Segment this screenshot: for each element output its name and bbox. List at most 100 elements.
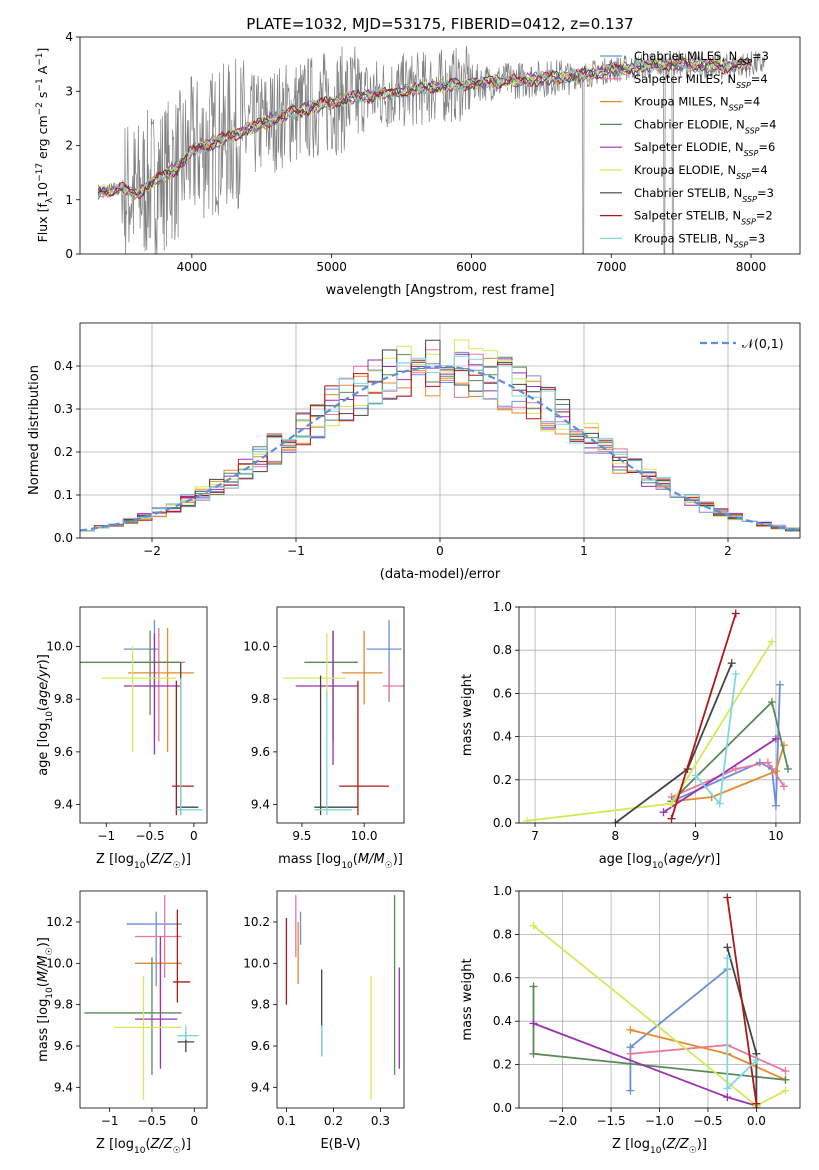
spectrum-panel-marks <box>97 45 766 254</box>
errorbar-salpeter-miles <box>132 628 186 742</box>
weight-vs-metallicity-panel-marks <box>529 893 790 1108</box>
residual-panel-frame <box>79 322 801 539</box>
y-tick-label: 0.4 <box>54 359 73 373</box>
errorbar-kroupa-stelib <box>314 691 352 816</box>
x-tick-label: −1 <box>287 544 305 558</box>
x-tick-label: 0.2 <box>324 1114 343 1128</box>
weight-series-salpeter-elodie <box>659 734 780 817</box>
x-tick-label: 6000 <box>456 260 487 274</box>
x-tick-label: −2 <box>143 544 161 558</box>
y-tick-label: 0.2 <box>54 445 73 459</box>
mass-vs-metallicity-panel-ylabel: mass [log10(M/M☉)] <box>36 937 55 1062</box>
y-tick-label: 0.6 <box>493 971 512 985</box>
y-tick-label: 9.8 <box>54 692 73 706</box>
x-tick-label: 0 <box>190 829 198 843</box>
errorbar-chabrier-stelib <box>314 675 358 816</box>
age-vs-metallicity-panel-xlabel: Z [log10(Z/Z☉)] <box>96 852 191 871</box>
weight-vs-age-panel-ylabel: mass weight <box>460 674 475 756</box>
x-tick-label: 4000 <box>177 260 208 274</box>
x-tick-label: 5000 <box>316 260 347 274</box>
y-tick-label: 0.8 <box>493 643 512 657</box>
mass-vs-metallicity-panel-frame <box>79 890 208 1109</box>
y-tick-label: 9.4 <box>54 1080 73 1094</box>
weight-series-chabrier-miles <box>626 965 732 1095</box>
errorbar-kroupa-elodie <box>101 646 177 752</box>
legend-entry-chabrier-stelib: Chabrier STELIB, NSSP=3 <box>634 186 774 204</box>
x-tick-label: −0.5 <box>135 829 164 843</box>
age-vs-mass-panel: 9.5 10.0 9.4 9.6 9.8 10.0 mass [log10(M/M☉)] <box>243 606 405 871</box>
y-tick-label: 9.6 <box>54 745 73 759</box>
legend-entry-salpeter-stelib: Salpeter STELIB, NSSP=2 <box>634 209 773 227</box>
mass-vs-extinction-panel-xlabel: E(B-V) <box>320 1137 360 1152</box>
x-tick-label: 0.1 <box>277 1114 296 1128</box>
legend-entry-kroupa-stelib: Kroupa STELIB, NSSP=3 <box>634 231 765 249</box>
x-tick-label: 7000 <box>596 260 627 274</box>
legend-entry-kroupa-miles: Kroupa MILES, NSSP=4 <box>634 95 760 113</box>
mass-vs-extinction-panel-marks <box>285 895 400 1100</box>
legend-entry-chabrier-miles: Chabrier MILES, NSSP=3 <box>634 49 769 67</box>
y-tick-label: 3 <box>65 84 73 98</box>
age-vs-mass-panel-frame <box>276 606 405 824</box>
age-vs-metallicity-panel-marks <box>80 620 203 816</box>
weight-series-kroupa-stelib <box>723 954 761 1093</box>
age-vs-mass-panel-marks <box>283 620 404 816</box>
errorbar-salpeter-elodie <box>135 936 178 1069</box>
mass-vs-metallicity-panel-xlabel: Z [log10(Z/Z☉)] <box>96 1137 191 1156</box>
y-tick-label: 9.8 <box>251 692 270 706</box>
y-tick-label: 9.4 <box>54 798 73 812</box>
x-tick-label: 8 <box>612 829 620 843</box>
model-spectrum-salpeter-elodie <box>97 56 751 197</box>
x-tick-label: 10 <box>768 829 783 843</box>
spectrum-panel-frame <box>79 36 801 255</box>
y-tick-label: 1 <box>65 193 73 207</box>
y-tick-label: 0.0 <box>54 531 73 545</box>
spectrum-xlabel: wavelength [Angstrom, rest frame] <box>326 283 555 298</box>
errorbar-kroupa-elodie <box>113 975 182 1100</box>
x-tick-label: 8000 <box>736 260 767 274</box>
y-tick-label: 1.0 <box>493 884 512 898</box>
age-vs-metallicity-panel-frame <box>79 606 208 824</box>
weight-vs-metallicity-panel-ylabel: mass weight <box>460 958 475 1040</box>
x-tick-label: 0.3 <box>371 1114 390 1128</box>
y-tick-label: 0 <box>65 247 73 261</box>
residual-panel: −2 −1 0 1 2 0.0 0.1 0.2 0.3 0.4 𝒩(0,1) (data-model)… <box>27 322 801 582</box>
weight-vs-age-panel-marks <box>523 609 792 823</box>
errorbar-chabrier-miles <box>123 620 159 742</box>
legend-entry-salpeter-miles: Salpeter MILES, NSSP=4 <box>634 72 768 90</box>
x-tick-label: 0 <box>436 544 444 558</box>
errorbar-salpeter-miles <box>382 664 404 700</box>
mass-vs-metallicity-panel-marks <box>84 895 199 1100</box>
errorbar-chabrier-miles <box>366 620 402 702</box>
errorbar-kroupa-stelib <box>176 678 203 816</box>
y-tick-label: 10.0 <box>243 640 270 654</box>
y-tick-label: 0.2 <box>493 773 512 787</box>
errorbar-kroupa-miles <box>135 942 182 1005</box>
residual-histogram-kroupa-stelib <box>80 355 800 532</box>
errorbar-salpeter-miles <box>135 895 182 978</box>
legend-entry-normal: 𝒩(0,1) <box>742 336 784 351</box>
y-tick-label: 0.0 <box>493 816 512 830</box>
y-tick-label: 9.6 <box>54 1039 73 1053</box>
errorbar-chabrier-stelib <box>176 662 199 816</box>
residual-ylabel: Normed distribution <box>27 365 42 495</box>
errorbar-salpeter-elodie <box>123 633 181 755</box>
y-tick-label: 0.6 <box>493 686 512 700</box>
model-spectrum-kroupa-stelib <box>97 57 752 199</box>
y-tick-label: 4 <box>65 30 73 44</box>
y-tick-label: 9.6 <box>251 745 270 759</box>
weight-vs-metallicity-panel-frame <box>518 890 801 1109</box>
x-tick-label: 10.0 <box>351 829 378 843</box>
weight-series-chabrier-elodie <box>667 698 792 806</box>
y-tick-label: 10.0 <box>46 640 73 654</box>
weight-vs-metallicity-panel: −2.0 −1.5 −1.0 −0.5 0.0 0.0 0.2 0.4 0.6 0.8 1.0 Z [… <box>460 884 801 1156</box>
weight-vs-age-panel-xlabel: age [log10(age/yr)] <box>599 852 721 871</box>
y-tick-label: 10.0 <box>46 956 73 970</box>
errorbar-chabrier-miles <box>126 911 182 987</box>
errorbar-salpeter-stelib <box>173 909 191 1003</box>
legend-entry-salpeter-elodie: Salpeter ELODIE, NSSP=6 <box>634 140 775 158</box>
weight-vs-metallicity-panel-grid <box>519 890 800 1109</box>
mass-vs-extinction-panel-frame <box>276 890 405 1109</box>
errorbar-salpeter-stelib <box>339 680 390 816</box>
x-tick-label: 9.5 <box>292 829 311 843</box>
